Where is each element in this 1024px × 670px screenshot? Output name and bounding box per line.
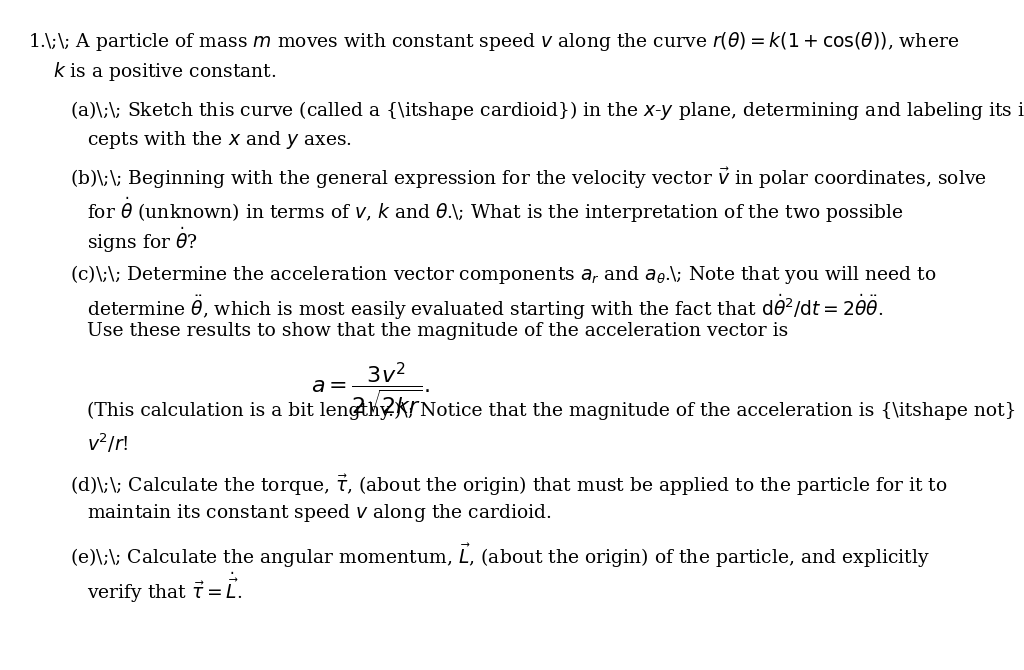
Text: $k$ is a positive constant.: $k$ is a positive constant. [53,60,276,83]
Text: (b)\;\; Beginning with the general expression for the velocity vector $\vec{v}$ : (b)\;\; Beginning with the general expre… [71,166,987,192]
Text: verify that $\vec{\tau} = \dot{\vec{L}}$.: verify that $\vec{\tau} = \dot{\vec{L}}$… [87,571,243,606]
Text: signs for $\dot{\theta}$?: signs for $\dot{\theta}$? [87,225,199,255]
Text: cepts with the $x$ and $y$ axes.: cepts with the $x$ and $y$ axes. [87,129,352,151]
Text: Use these results to show that the magnitude of the acceleration vector is: Use these results to show that the magni… [87,322,788,340]
Text: (c)\;\; Determine the acceleration vector components $a_r$ and $a_\theta$.\; Not: (c)\;\; Determine the acceleration vecto… [71,263,937,285]
Text: $a = \dfrac{3v^2}{2\sqrt{2kr}}.$: $a = \dfrac{3v^2}{2\sqrt{2kr}}.$ [311,360,430,417]
Text: (e)\;\; Calculate the angular momentum, $\vec{L}$, (about the origin) of the par: (e)\;\; Calculate the angular momentum, … [71,541,930,570]
Text: (a)\;\; Sketch this curve (called a {\itshape cardioid}) in the $x$-$y$ plane, d: (a)\;\; Sketch this curve (called a {\it… [71,99,1024,122]
Text: determine $\ddot{\theta}$, which is most easily evaluated starting with the fact: determine $\ddot{\theta}$, which is most… [87,292,884,322]
Text: (This calculation is a bit lengthy.)\; Notice that the magnitude of the accelera: (This calculation is a bit lengthy.)\; N… [87,402,1017,420]
Text: maintain its constant speed $v$ along the cardioid.: maintain its constant speed $v$ along th… [87,502,552,524]
Text: (d)\;\; Calculate the torque, $\vec{\tau}$, (about the origin) that must be appl: (d)\;\; Calculate the torque, $\vec{\tau… [71,472,948,498]
Text: $v^2/r$!: $v^2/r$! [87,431,129,455]
Text: 1.\;\; A particle of mass $m$ moves with constant speed $v$ along the curve $r(\: 1.\;\; A particle of mass $m$ moves with… [29,30,959,53]
Text: for $\dot{\theta}$ (unknown) in terms of $v$, $k$ and $\theta$.\; What is the in: for $\dot{\theta}$ (unknown) in terms of… [87,196,904,225]
